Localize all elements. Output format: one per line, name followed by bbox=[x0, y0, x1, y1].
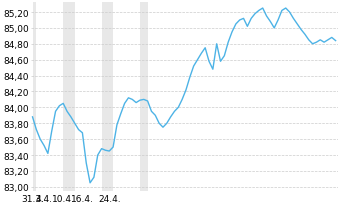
Bar bbox=[102, 4, 113, 191]
Bar bbox=[140, 4, 148, 191]
Bar bbox=[44, 4, 56, 191]
Bar bbox=[83, 4, 90, 191]
Bar bbox=[121, 4, 132, 191]
Bar bbox=[63, 4, 75, 191]
Bar bbox=[32, 4, 36, 191]
